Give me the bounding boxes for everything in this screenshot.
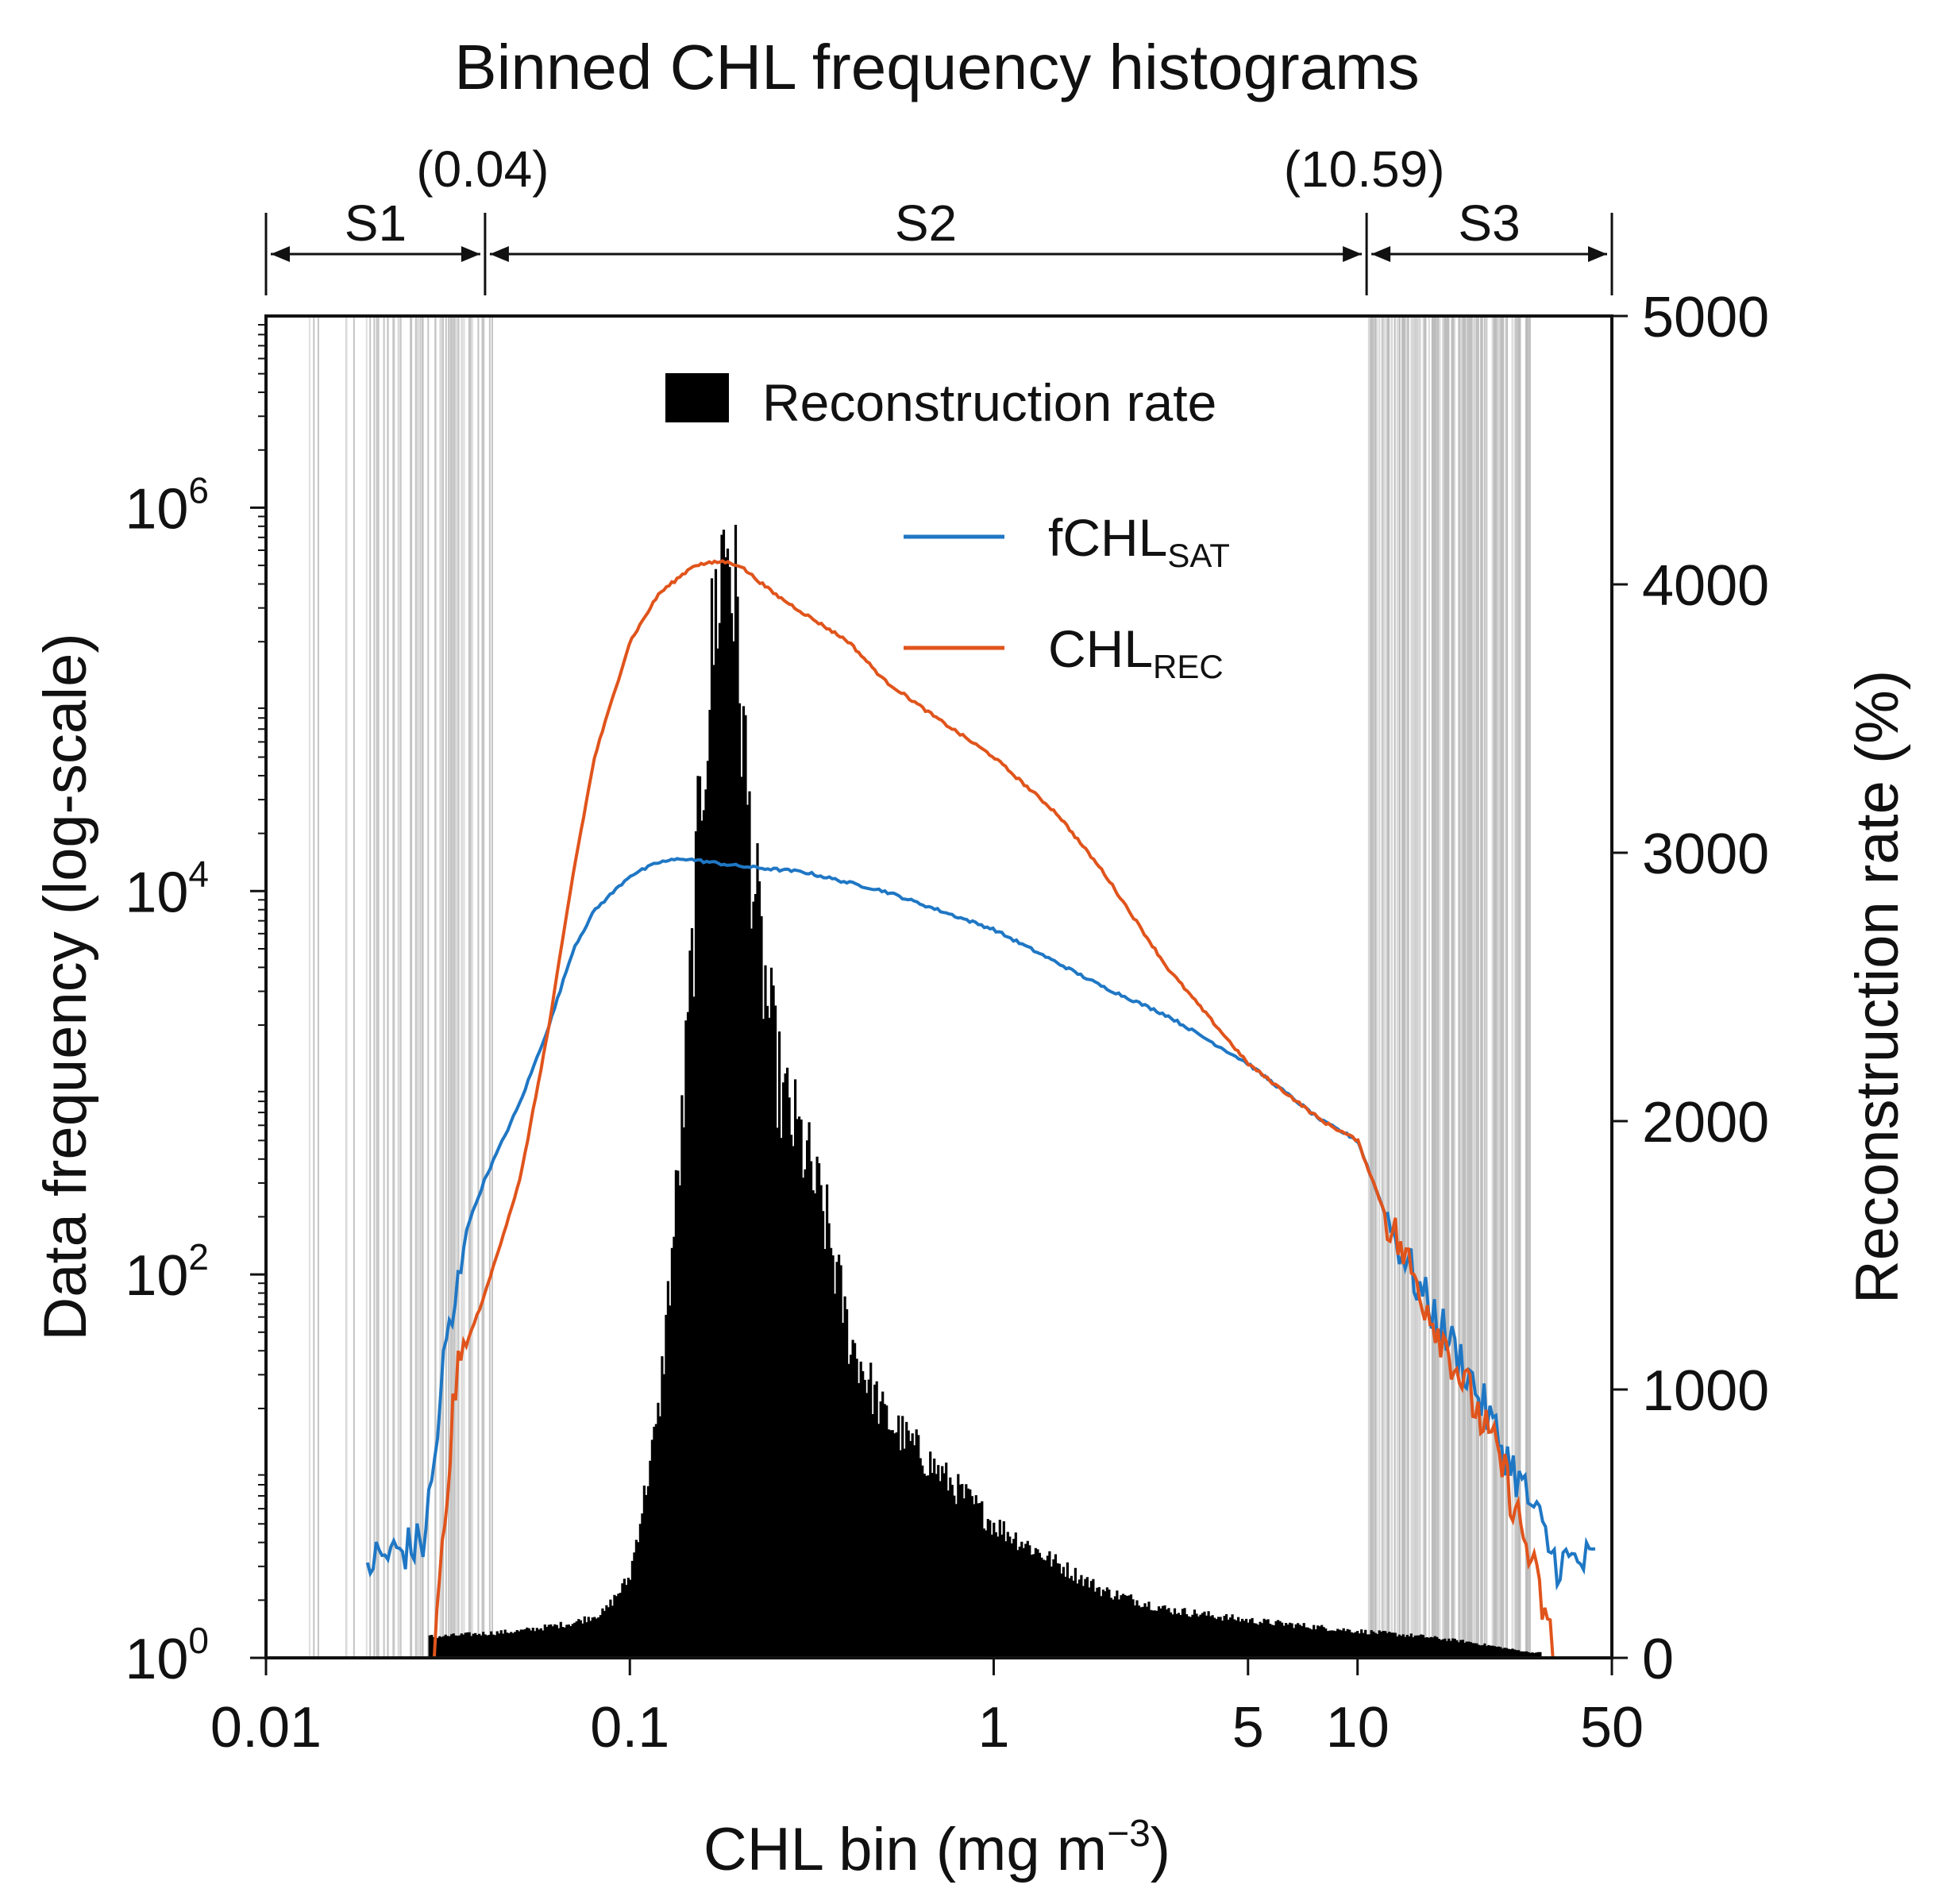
legend-label: Reconstruction rate <box>762 373 1216 432</box>
segment-arrow-left <box>1371 246 1391 262</box>
segment-arrow-left <box>489 246 509 262</box>
y-right-tick-label: 0 <box>1642 1628 1674 1691</box>
legend: Reconstruction rate fCHLSAT CHLREC <box>665 373 1230 685</box>
plot-frame <box>264 314 1613 1659</box>
segment-label: S3 <box>1458 195 1520 252</box>
segment-shading <box>308 316 1531 1658</box>
frequency-lines <box>365 559 1596 1659</box>
x-tick-label: 50 <box>1580 1696 1644 1759</box>
y-left-tick-label: 100 <box>125 1620 209 1691</box>
x-tick-label: 10 <box>1326 1696 1390 1759</box>
x-tick-label: 0.1 <box>590 1696 669 1759</box>
y-axis-left: 100 102 104 106 <box>125 324 266 1691</box>
y-left-tick-label: 106 <box>125 469 209 541</box>
legend-label: CHLREC <box>1048 619 1224 685</box>
series-line-chl-rec <box>432 559 1555 1659</box>
y-right-tick-label: 2000 <box>1642 1091 1769 1154</box>
boundary-label: (0.04) <box>416 141 549 198</box>
y-left-tick-label: 102 <box>125 1236 209 1308</box>
boundary-label: (10.59) <box>1284 141 1445 198</box>
reconstruction-rate-histogram <box>428 525 1542 1658</box>
segment-arrow-right <box>461 246 480 262</box>
y-left-tick-label: 104 <box>125 853 209 924</box>
segment-arrow-right <box>1343 246 1363 262</box>
chart-title: Binned CHL frequency histograms <box>454 32 1419 102</box>
y-axis-left-label: Data frequency (log-scale) <box>32 633 99 1340</box>
x-axis: 0.01 0.1 1 5 10 50 <box>210 1658 1644 1759</box>
x-axis-label: CHL bin (mg m−3) <box>704 1813 1170 1883</box>
legend-label: fCHLSAT <box>1048 508 1230 574</box>
y-right-tick-label: 3000 <box>1642 823 1769 886</box>
segment-arrow-right <box>1588 246 1607 262</box>
y-right-tick-label: 5000 <box>1642 286 1769 349</box>
y-axis-right: 0 1000 2000 3000 4000 5000 <box>1612 286 1769 1691</box>
x-tick-label: 1 <box>977 1696 1009 1759</box>
x-tick-label: 0.01 <box>210 1696 322 1759</box>
y-right-tick-label: 1000 <box>1642 1359 1769 1423</box>
segment-label: S2 <box>895 195 957 252</box>
reconstruction-rate-bars <box>428 525 1542 1658</box>
legend-swatch-bar <box>665 373 729 422</box>
y-right-tick-label: 4000 <box>1642 554 1769 618</box>
y-axis-right-label: Reconstruction rate (%) <box>1844 670 1911 1304</box>
segment-annotations: S1 S2 S3 (0.04) (10.59) <box>264 141 1613 295</box>
x-tick-label: 5 <box>1232 1696 1264 1759</box>
segment-label: S1 <box>345 195 407 252</box>
series-line-fchl-sat <box>365 857 1596 1591</box>
segment-arrow-left <box>271 246 290 262</box>
